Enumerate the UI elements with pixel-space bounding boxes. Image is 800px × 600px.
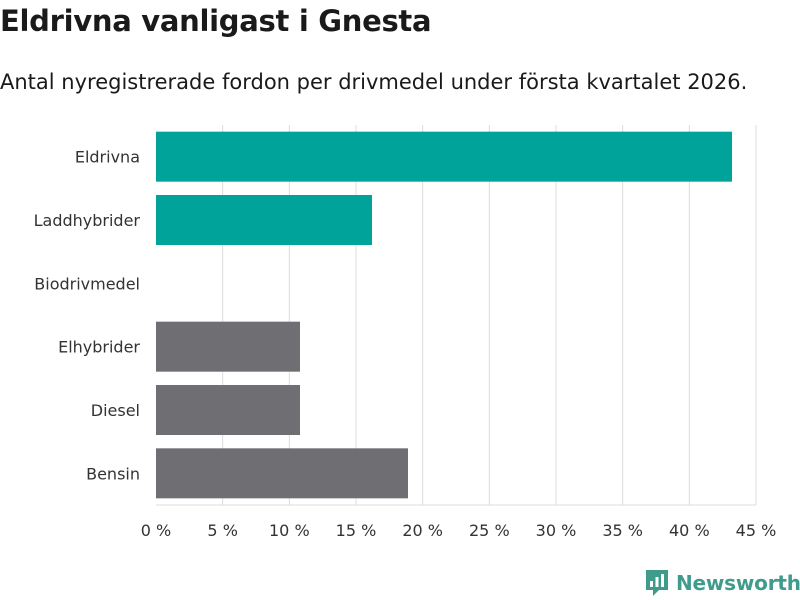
bar-eldrivna <box>156 131 732 182</box>
brand-name: Newsworthy <box>676 571 800 595</box>
chart-subtitle: Antal nyregistrerade fordon per drivmede… <box>0 70 748 94</box>
category-label-eldrivna: Eldrivna <box>75 148 140 167</box>
bar-diesel <box>156 385 300 435</box>
category-label-elhybrider: Elhybrider <box>58 338 140 357</box>
x-tick-label-30: 30 % <box>536 521 577 540</box>
x-tick-label-5: 5 % <box>207 521 237 540</box>
category-label-laddhybrider: Laddhybrider <box>34 211 141 230</box>
x-tick-label-35: 35 % <box>602 521 643 540</box>
x-tick-label-15: 15 % <box>336 521 377 540</box>
x-tick-label-0: 0 % <box>141 521 171 540</box>
bar-laddhybrider <box>156 195 372 245</box>
bar-elhybrider <box>156 321 300 372</box>
x-tick-label-10: 10 % <box>269 521 310 540</box>
grid-lines <box>156 125 757 506</box>
category-label-biodrivmedel: Biodrivmedel <box>34 274 140 293</box>
x-tick-label-20: 20 % <box>402 521 443 540</box>
category-labels: Eldrivna Laddhybrider Biodrivmedel Elhybrid… <box>34 148 141 484</box>
x-axis-tick-labels: 0 % 5 % 10 % 15 % 20 % 25 % 30 % 35 % 40 % 45 % <box>141 521 777 540</box>
chart-title: Eldrivna vanligast i Gnesta <box>0 4 432 38</box>
bar-bensin <box>156 448 408 499</box>
x-tick-label-40: 40 % <box>669 521 710 540</box>
category-label-bensin: Bensin <box>86 464 140 483</box>
x-tick-label-45: 45 % <box>736 521 777 540</box>
x-tick-label-25: 25 % <box>469 521 510 540</box>
bars <box>156 131 732 499</box>
brand-logo: Newsworthy <box>644 568 800 598</box>
category-label-diesel: Diesel <box>91 401 140 420</box>
newsworthy-logo-icon <box>646 570 668 596</box>
